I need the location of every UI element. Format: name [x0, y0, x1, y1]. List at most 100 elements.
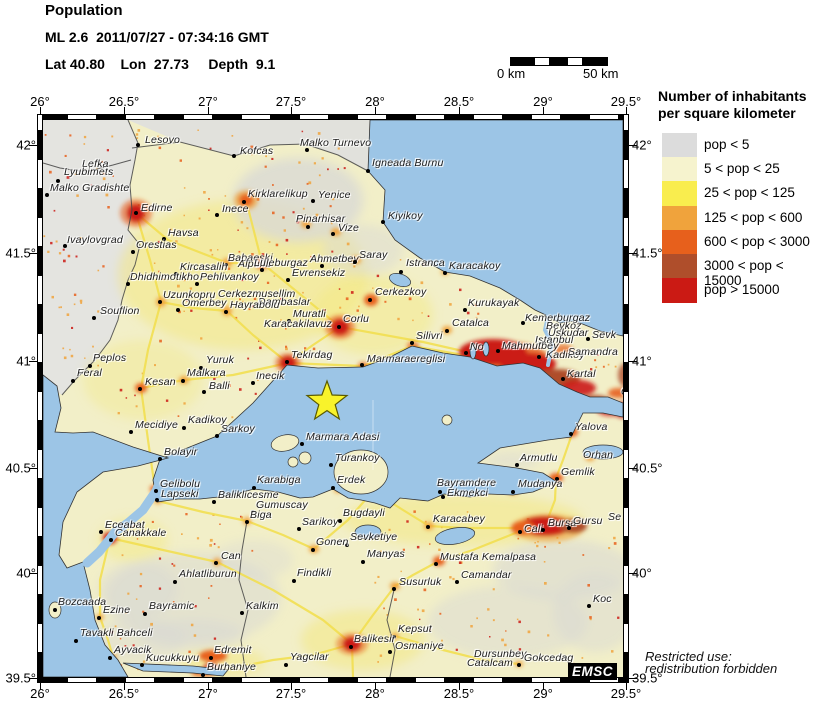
city-label: Kirklarelikup	[248, 188, 308, 200]
city-label: Igneada Burnu	[372, 157, 444, 169]
map-canvas	[43, 120, 623, 677]
scale-segment	[568, 58, 582, 65]
city-dot	[434, 562, 438, 566]
city-dot	[366, 169, 370, 173]
city-dot	[349, 645, 353, 649]
city-dot	[232, 154, 236, 158]
axis-tick	[375, 683, 376, 690]
city-label: Kesan	[145, 376, 176, 388]
city-dot	[361, 560, 365, 564]
city-dot	[97, 616, 101, 620]
city-dot	[209, 656, 213, 660]
city-dot	[158, 300, 162, 304]
axis-tick-label-bottom: 29.5°	[610, 686, 642, 701]
city-label: Hayrabolu	[230, 299, 280, 311]
city-label: Lyubimets	[64, 166, 114, 178]
axis-tick	[629, 678, 637, 679]
city-label: Mustafa Kemalpasa	[440, 551, 537, 563]
city-label: Dambaslar	[258, 296, 311, 308]
city-label: Camandar	[461, 569, 512, 581]
city-dot	[45, 193, 49, 197]
city-label: Bolayir	[164, 446, 198, 458]
city-label: Luleburgaz	[254, 257, 308, 269]
city-dot	[537, 355, 541, 359]
city-label: Gursu	[573, 515, 603, 527]
axis-tick-label-bottom: 28°	[365, 686, 385, 701]
city-dot	[56, 179, 60, 183]
city-dot	[224, 310, 228, 314]
axis-tick	[124, 683, 125, 690]
city-label: Osmaniye	[395, 640, 444, 652]
city-dot	[284, 663, 288, 667]
city-label: Cali	[524, 523, 543, 535]
city-dot	[331, 486, 335, 490]
city-label: Yuruk	[206, 354, 235, 366]
axis-tick-label-top: 27°	[198, 94, 218, 109]
map-frame-bottom	[37, 677, 629, 683]
city-label: Edirne	[141, 202, 173, 214]
event-magnitude-time: ML 2.6 2011/07/27 - 07:34:16 GMT	[45, 29, 269, 45]
city-label: Malkara	[187, 367, 226, 379]
city-dot	[306, 225, 310, 229]
axis-tick-label-right: 40.5°	[632, 460, 663, 476]
city-dot	[182, 426, 186, 430]
city-label: Kofcas	[240, 145, 274, 157]
city-label: Kadikoy	[188, 414, 227, 426]
legend-swatch	[662, 133, 697, 158]
city-label: Orhan	[583, 449, 614, 461]
city-dot	[173, 580, 177, 584]
axis-tick-label-top: 26°	[30, 94, 50, 109]
city-dot	[240, 611, 244, 615]
city-dot	[426, 525, 430, 529]
city-dot	[392, 587, 396, 591]
city-label: Bozcaada	[58, 596, 107, 608]
scale-segment	[511, 58, 535, 65]
city-label: Malko Turnevo	[300, 137, 372, 149]
city-dot	[88, 364, 92, 368]
city-label: Findikli	[297, 567, 332, 579]
city-label: Ahmetbey	[310, 253, 359, 265]
city-label: Bayramdere	[437, 477, 497, 489]
city-dot	[143, 612, 147, 616]
axis-tick-label-bottom: 28.5°	[443, 686, 475, 701]
axis-tick	[29, 361, 37, 362]
city-dot	[388, 650, 392, 654]
axis-tick	[629, 573, 637, 574]
city-label: Ayvacik	[114, 644, 152, 656]
axis-tick-label-left: 39.5°	[5, 670, 36, 686]
city-dot	[441, 495, 445, 499]
lakes	[354, 273, 623, 545]
city-dot	[181, 379, 185, 383]
city-label: Armutlu	[520, 452, 558, 464]
city-dot	[154, 489, 158, 493]
city-dot	[224, 263, 228, 267]
city-label: Erdek	[337, 474, 366, 486]
city-label: Sarikoy	[302, 516, 339, 528]
city-dot	[443, 271, 447, 275]
city-label: Lefka	[82, 158, 109, 170]
edremit-gulf	[122, 662, 229, 677]
city-label: Inecik	[256, 370, 285, 382]
map-area: Lesovo Kofcas Malko Turnevo Lefka Lyubimets M…	[43, 120, 623, 677]
city-label: Ekmekci	[447, 487, 489, 499]
city-dot	[399, 270, 403, 274]
axis-tick-label-right: 41.5°	[632, 245, 663, 261]
axis-tick	[208, 683, 209, 690]
marmara-sea	[152, 345, 623, 509]
city-label: Gelibolu	[160, 478, 201, 490]
city-label: Babaeski	[228, 252, 273, 264]
axis-tick-label-right: 40°	[632, 565, 652, 581]
city-dot	[92, 316, 96, 320]
city-label: Canakkale	[115, 527, 167, 539]
city-label: Lesovo	[145, 134, 181, 146]
axis-tick-label-top: 29°	[533, 94, 553, 109]
legend-swatch	[662, 157, 697, 183]
avsa-island	[287, 456, 299, 468]
axis-tick	[208, 107, 209, 114]
city-label: Biga	[250, 509, 272, 521]
city-dot	[136, 143, 140, 147]
axis-tick	[626, 107, 627, 114]
lowpop-region-bulgaria	[128, 120, 370, 171]
city-label: No	[470, 341, 484, 353]
